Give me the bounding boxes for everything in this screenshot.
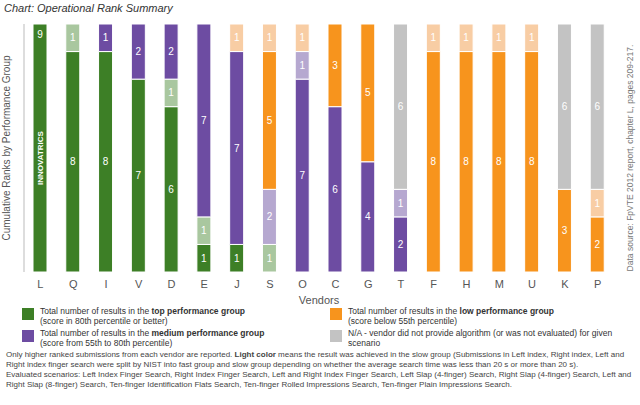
- svg-text:T: T: [398, 278, 405, 290]
- svg-text:1: 1: [496, 32, 502, 43]
- svg-text:1: 1: [463, 32, 469, 43]
- svg-text:6: 6: [332, 184, 338, 195]
- svg-text:C: C: [331, 278, 339, 290]
- svg-text:7: 7: [234, 143, 240, 154]
- svg-text:K: K: [561, 278, 569, 290]
- svg-text:1: 1: [168, 87, 174, 98]
- svg-text:Cumulative Ranks by Performanc: Cumulative Ranks by Performance Group: [8, 55, 12, 241]
- svg-text:1: 1: [70, 32, 76, 43]
- svg-text:1: 1: [234, 32, 240, 43]
- html-text:(score below 55th percentile): (score below 55th percentile): [348, 316, 458, 326]
- svg-text:1: 1: [267, 32, 273, 43]
- svg-text:6: 6: [168, 184, 174, 195]
- svg-text:Q: Q: [69, 278, 78, 290]
- svg-text:P: P: [594, 278, 601, 290]
- svg-text:1: 1: [267, 253, 273, 264]
- svg-text:3: 3: [332, 60, 338, 71]
- svg-text:2: 2: [136, 46, 142, 57]
- svg-text:9: 9: [37, 29, 43, 40]
- svg-text:8: 8: [103, 156, 109, 167]
- svg-text:U: U: [528, 278, 536, 290]
- svg-text:8: 8: [529, 156, 535, 167]
- svg-text:D: D: [168, 278, 176, 290]
- svg-text:E: E: [201, 278, 208, 290]
- svg-text:6: 6: [398, 101, 404, 112]
- svg-text:V: V: [135, 278, 143, 290]
- svg-text:G: G: [364, 278, 373, 290]
- svg-text:8: 8: [431, 156, 437, 167]
- svg-text:I: I: [104, 278, 107, 290]
- svg-text:7: 7: [136, 170, 142, 181]
- svg-text:1: 1: [594, 198, 600, 209]
- svg-text:O: O: [298, 278, 307, 290]
- html-text:(score from 55th to 80th perce: (score from 55th to 80th percentile): [40, 338, 173, 348]
- html-text:Evaluated scenarios: Left Inde: Evaluated scenarios: Left Index Finger S…: [6, 370, 632, 389]
- svg-text:1: 1: [398, 198, 404, 209]
- svg-text:J: J: [234, 278, 240, 290]
- svg-text:8: 8: [70, 156, 76, 167]
- svg-text:M: M: [495, 278, 504, 290]
- svg-text:Vendors: Vendors: [299, 294, 340, 304]
- html-text:Only higher ranked submissions: Only higher ranked submissions from each…: [6, 350, 625, 369]
- svg-text:2: 2: [398, 239, 404, 250]
- svg-text:1: 1: [529, 32, 535, 43]
- svg-text:F: F: [430, 278, 437, 290]
- svg-text:6: 6: [562, 101, 568, 112]
- svg-text:1: 1: [431, 32, 437, 43]
- svg-text:L: L: [37, 278, 43, 290]
- svg-text:1: 1: [103, 32, 109, 43]
- svg-text:1: 1: [299, 32, 305, 43]
- svg-text:2: 2: [168, 46, 174, 57]
- svg-text:S: S: [266, 278, 273, 290]
- html-text:Chart: Operational Rank Summar: Chart: Operational Rank Summary: [4, 2, 173, 14]
- html-text:Total number of results in the: Total number of results in the low perfo…: [348, 306, 554, 316]
- html-text:Total number of results in the: Total number of results in the medium pe…: [40, 328, 265, 338]
- svg-text:1: 1: [299, 60, 305, 71]
- svg-text:1: 1: [201, 253, 207, 264]
- html-text:N/A - vendor did not provide a: N/A - vendor did not provide algorithm (…: [348, 328, 613, 348]
- svg-text:1: 1: [234, 253, 240, 264]
- svg-text:1: 1: [201, 225, 207, 236]
- svg-text:Data source: FpVTE 2012 report: Data source: FpVTE 2012 report, chapter …: [625, 45, 632, 272]
- svg-text:8: 8: [496, 156, 502, 167]
- svg-text:5: 5: [365, 87, 371, 98]
- html-text:Total number of results in the: Total number of results in the top perfo…: [40, 306, 245, 316]
- svg-text:4: 4: [365, 211, 371, 222]
- svg-text:3: 3: [562, 225, 568, 236]
- svg-text:5: 5: [267, 115, 273, 126]
- svg-text:6: 6: [594, 101, 600, 112]
- svg-text:2: 2: [594, 239, 600, 250]
- svg-text:7: 7: [299, 170, 305, 181]
- svg-text:H: H: [463, 278, 471, 290]
- svg-text:8: 8: [463, 156, 469, 167]
- html-text:(score in 80th percentile or b: (score in 80th percentile or better): [40, 316, 168, 326]
- svg-text:2: 2: [267, 211, 273, 222]
- svg-text:7: 7: [201, 115, 207, 126]
- svg-text:INNOVATRICS: INNOVATRICS: [36, 130, 45, 185]
